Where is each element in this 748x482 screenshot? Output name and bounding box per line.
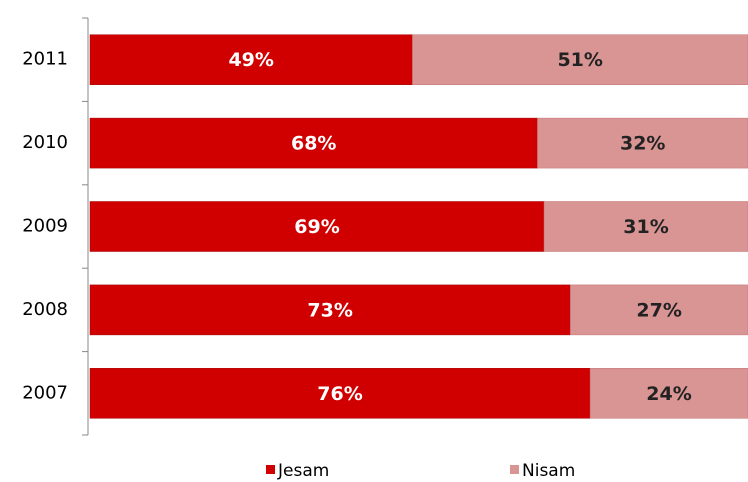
data-label: 76% — [317, 383, 362, 405]
bar-segment — [570, 284, 748, 336]
data-label: 68% — [291, 133, 336, 155]
legend-swatch — [266, 465, 275, 474]
data-label: 49% — [228, 49, 273, 71]
bar-segment — [89, 284, 571, 336]
data-label: 27% — [636, 299, 681, 321]
data-label: 69% — [294, 216, 339, 238]
legend-swatch — [510, 465, 519, 474]
data-label: 73% — [307, 299, 352, 321]
y-tick-label: 2010 — [22, 132, 68, 153]
legend-label: Jesam — [277, 461, 329, 481]
y-tick-label: 2007 — [22, 382, 68, 403]
data-label: 31% — [623, 216, 668, 238]
bar-segment — [589, 368, 748, 419]
legend-label: Nisam — [522, 461, 575, 481]
y-tick-label: 2008 — [22, 299, 68, 320]
data-label: 51% — [557, 49, 602, 71]
y-tick-label: 2009 — [22, 216, 68, 237]
bar-segment — [412, 34, 748, 85]
bar-segment — [543, 201, 748, 252]
bar-segment — [537, 117, 748, 169]
y-tick-label: 2011 — [22, 49, 68, 70]
data-label: 24% — [646, 383, 691, 405]
bar-segment — [89, 201, 545, 252]
bar-segment — [89, 368, 591, 419]
data-label: 32% — [620, 133, 665, 155]
bar-segment — [89, 34, 413, 85]
bar-segment — [89, 117, 538, 169]
